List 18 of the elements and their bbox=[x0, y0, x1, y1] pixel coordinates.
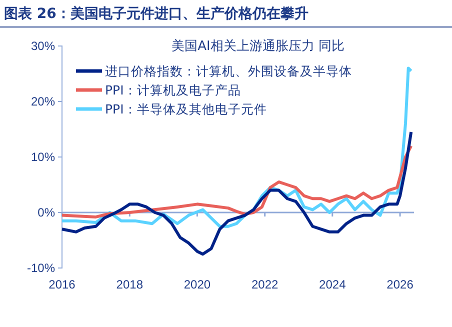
legend-label: PPI：半导体及其他电子元件 bbox=[105, 102, 267, 116]
line-series bbox=[60, 130, 413, 256]
y-tick-label: 0% bbox=[38, 205, 56, 220]
x-tick-label: 2026 bbox=[386, 278, 414, 292]
legend-label: PPI：计算机及电子产品 bbox=[105, 82, 241, 98]
x-tick-label: 2022 bbox=[251, 278, 279, 292]
y-tick-label: 20% bbox=[30, 94, 56, 108]
x-tick-label: 2020 bbox=[184, 278, 211, 292]
x-tick-label: 2024 bbox=[319, 278, 346, 292]
chart-subtitle: 美国AI相关上游通胀压力 同比 bbox=[172, 38, 344, 54]
x-tick-label: 2016 bbox=[48, 278, 76, 292]
chart-title: 图表 26：美国电子元件进口、生产价格仍在攀升 bbox=[4, 5, 308, 22]
y-tick-label: 30% bbox=[30, 38, 56, 53]
x-tick-label: 2018 bbox=[116, 278, 144, 292]
legend-label: 进口价格指数：计算机、外围设备及半导体 bbox=[105, 64, 352, 78]
y-tick-label: -10% bbox=[26, 260, 56, 275]
line-series bbox=[60, 144, 413, 218]
y-tick-label: 10% bbox=[30, 150, 56, 164]
